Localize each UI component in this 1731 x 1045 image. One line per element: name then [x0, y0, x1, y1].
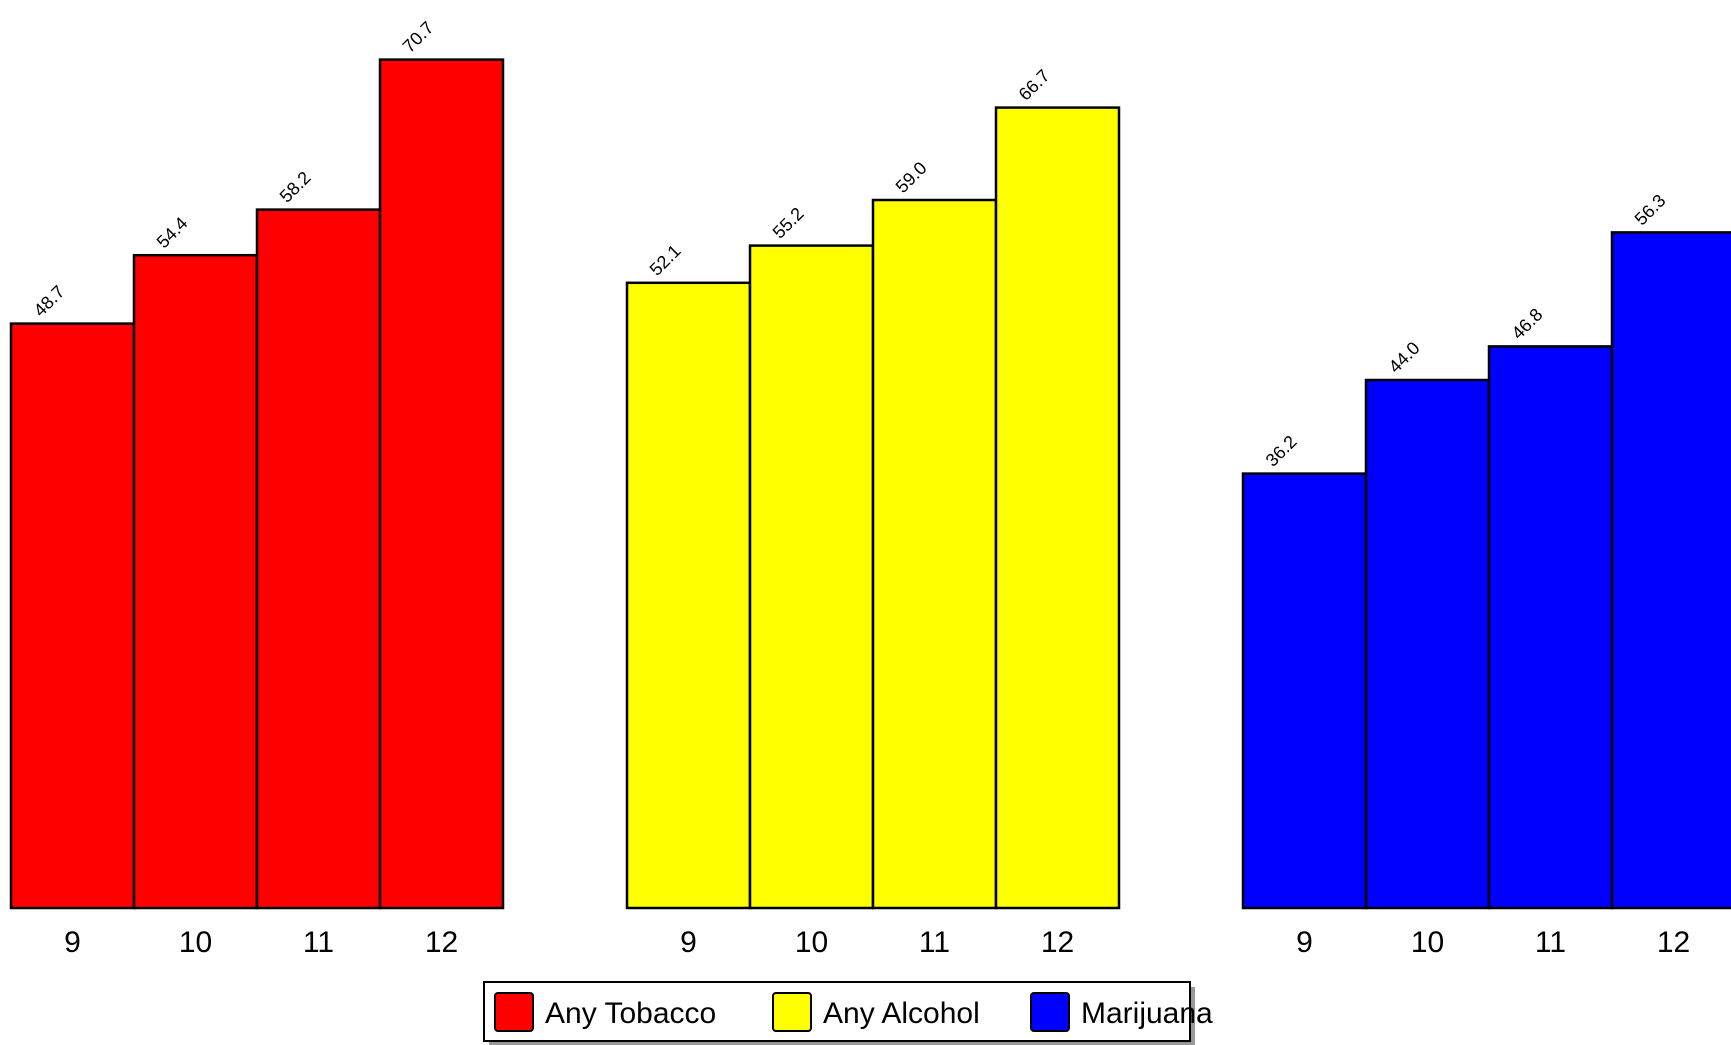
data-label-any-tobacco-grade-12: 70.7 — [399, 18, 438, 57]
bar-any-tobacco-grade-10 — [132, 253, 259, 910]
legend-box — [483, 981, 1191, 1042]
x-tick-label-any-alcohol-9: 9 — [680, 926, 697, 959]
x-tick-label-any-tobacco-10: 10 — [179, 926, 212, 959]
legend-swatch-any-tobacco — [494, 992, 534, 1032]
bar-any-tobacco-grade-11 — [255, 208, 382, 910]
data-label-any-alcohol-grade-11: 59.0 — [892, 158, 931, 197]
data-label-marijuana-grade-12: 56.3 — [1631, 190, 1670, 229]
bar-any-tobacco-grade-12 — [378, 58, 505, 910]
legend-swatch-any-alcohol — [772, 992, 812, 1032]
bar-any-alcohol-grade-11 — [871, 198, 998, 910]
bar-any-alcohol-grade-9 — [625, 281, 752, 910]
x-tick-label-marijuana-12: 12 — [1657, 926, 1690, 959]
data-label-marijuana-grade-9: 36.2 — [1262, 432, 1301, 471]
x-tick-label-any-tobacco-9: 9 — [64, 926, 81, 959]
legend-label-marijuana: Marijuana — [1081, 997, 1213, 1030]
legend: Any Tobacco Any Alcohol Marijuana — [483, 981, 1213, 1045]
data-label-marijuana-grade-10: 44.0 — [1385, 338, 1424, 377]
x-tick-label-marijuana-10: 10 — [1411, 926, 1444, 959]
data-label-any-tobacco-grade-11: 58.2 — [276, 168, 315, 207]
legend-label-any-alcohol: Any Alcohol — [823, 997, 980, 1030]
legend-items: Any Tobacco Any Alcohol Marijuana — [494, 992, 1213, 1032]
data-label-marijuana-grade-11: 46.8 — [1508, 304, 1547, 343]
legend-label-any-tobacco: Any Tobacco — [545, 997, 716, 1030]
data-label-any-tobacco-grade-10: 54.4 — [153, 213, 192, 252]
x-tick-label-any-alcohol-12: 12 — [1041, 926, 1074, 959]
x-tick-label-marijuana-11: 11 — [1535, 926, 1566, 959]
x-tick-label-marijuana-9: 9 — [1296, 926, 1313, 959]
x-tick-label-any-tobacco-11: 11 — [303, 926, 334, 959]
bar-any-alcohol-grade-10 — [748, 244, 875, 910]
bar-any-tobacco-grade-9 — [9, 322, 136, 910]
bar-marijuana-grade-10 — [1364, 378, 1491, 910]
data-label-any-tobacco-grade-9: 48.7 — [30, 282, 69, 321]
data-label-any-alcohol-grade-10: 55.2 — [769, 204, 808, 243]
legend-swatch-marijuana — [1030, 992, 1070, 1032]
x-tick-label-any-alcohol-11: 11 — [919, 926, 950, 959]
bar-any-alcohol-grade-12 — [994, 106, 1121, 910]
bar-marijuana-grade-11 — [1487, 345, 1614, 910]
data-label-any-alcohol-grade-12: 66.7 — [1015, 66, 1054, 105]
x-tick-label-any-alcohol-10: 10 — [795, 926, 828, 959]
data-label-any-alcohol-grade-9: 52.1 — [646, 241, 685, 280]
bar-marijuana-grade-12 — [1610, 231, 1731, 910]
bar-marijuana-grade-9 — [1241, 472, 1368, 910]
x-tick-label-any-tobacco-12: 12 — [425, 926, 458, 959]
x-tick-labels-layer: 9 10 11 12 9 10 11 12 9 10 11 12 — [64, 926, 1690, 959]
bars-layer — [9, 58, 1731, 910]
